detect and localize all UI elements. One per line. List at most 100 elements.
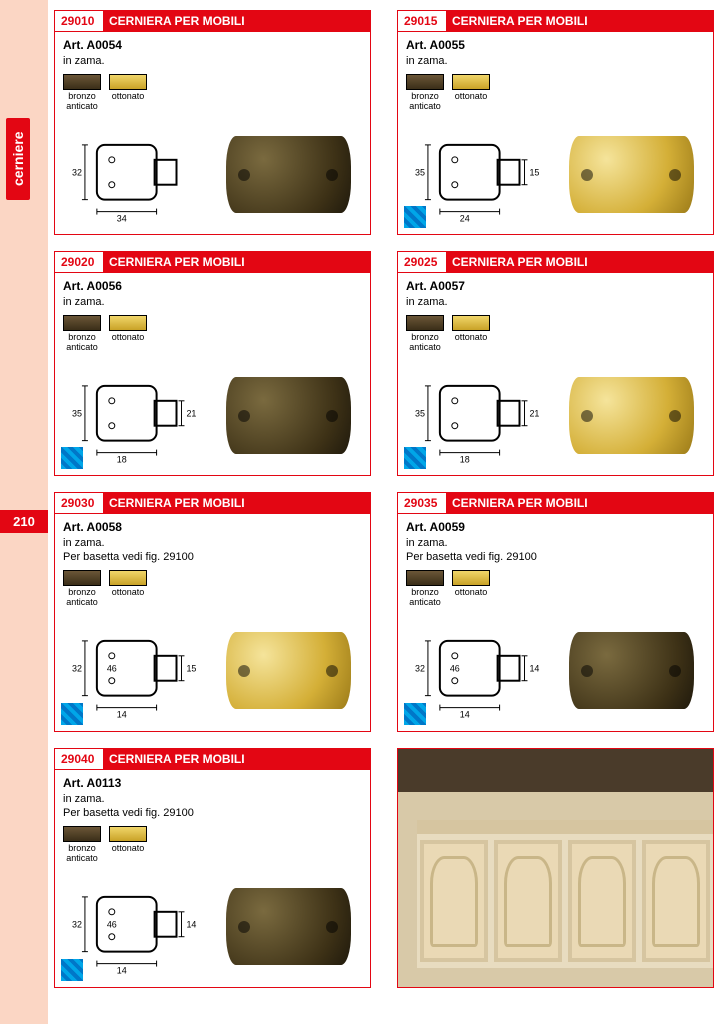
product-title: CERNIERA PER MOBILI xyxy=(103,252,370,273)
product-code: 29010 xyxy=(55,11,103,32)
swatch-gold xyxy=(452,315,490,331)
hinge-icon xyxy=(226,377,351,454)
product-title: CERNIERA PER MOBILI xyxy=(446,493,713,514)
svg-text:14: 14 xyxy=(117,710,127,720)
finish-label: ottonato xyxy=(109,588,147,598)
product-code: 29035 xyxy=(398,493,446,514)
finish-label: anticato xyxy=(63,854,101,864)
product-code: 29025 xyxy=(398,252,446,273)
card-body: Art. A0057 in zama. bronzoanticato otton… xyxy=(398,273,713,357)
product-title: CERNIERA PER MOBILI xyxy=(103,11,370,32)
finish-bronze: bronzoanticato xyxy=(406,570,444,608)
material: in zama. xyxy=(63,54,362,68)
blue-badge-icon xyxy=(404,447,426,469)
material: in zama. xyxy=(406,536,705,550)
cabinet-door xyxy=(642,840,710,962)
finish-gold: ottonato xyxy=(452,570,490,608)
card-body: Art. A0058 in zama. Per basetta vedi fig… xyxy=(55,514,370,612)
swatch-bronze xyxy=(63,826,101,842)
article-number: Art. A0058 xyxy=(63,520,362,536)
card-body: Art. A0054 in zama. bronzoanticato otton… xyxy=(55,32,370,116)
cabinet xyxy=(417,820,713,968)
product-card: 29025 CERNIERA PER MOBILI Art. A0057 in … xyxy=(397,251,714,476)
svg-text:24: 24 xyxy=(460,213,470,223)
blue-badge-icon xyxy=(404,206,426,228)
card-header: 29015 CERNIERA PER MOBILI xyxy=(398,11,713,32)
swatch-bronze xyxy=(63,74,101,90)
finish-label: ottonato xyxy=(109,92,147,102)
technical-diagram: 32 34 xyxy=(67,120,206,230)
finish-gold: ottonato xyxy=(109,570,147,608)
hinge-icon xyxy=(226,136,351,213)
card-header: 29020 CERNIERA PER MOBILI xyxy=(55,252,370,273)
svg-text:32: 32 xyxy=(72,920,82,930)
image-zone: 32 14 15 46 xyxy=(55,612,370,732)
cabinet-door xyxy=(420,840,488,962)
material: in zama. xyxy=(406,295,705,309)
product-card: 29020 CERNIERA PER MOBILI Art. A0056 in … xyxy=(54,251,371,476)
svg-text:18: 18 xyxy=(117,454,127,464)
svg-text:15: 15 xyxy=(187,664,197,674)
finish-label: ottonato xyxy=(109,844,147,854)
technical-diagram: 32 14 14 46 xyxy=(67,872,206,982)
product-code: 29015 xyxy=(398,11,446,32)
product-card: 29010 CERNIERA PER MOBILI Art. A0054 in … xyxy=(54,10,371,235)
finish-bronze: bronzoanticato xyxy=(63,826,101,864)
product-grid: 29010 CERNIERA PER MOBILI Art. A0054 in … xyxy=(54,10,714,988)
image-zone: 35 18 21 xyxy=(55,357,370,476)
card-body: Art. A0056 in zama. bronzoanticato otton… xyxy=(55,273,370,357)
finish-bronze: bronzoanticato xyxy=(63,570,101,608)
svg-text:32: 32 xyxy=(72,168,82,178)
svg-text:14: 14 xyxy=(460,710,470,720)
finish-label: anticato xyxy=(406,102,444,112)
hinge-icon xyxy=(569,377,694,454)
product-title: CERNIERA PER MOBILI xyxy=(103,749,370,770)
finish-bronze: bronzoanticato xyxy=(63,74,101,112)
blue-badge-icon xyxy=(61,447,83,469)
svg-text:21: 21 xyxy=(530,409,540,419)
svg-text:21: 21 xyxy=(187,409,197,419)
finishes: bronzoanticato ottonato xyxy=(63,315,362,353)
article-number: Art. A0054 xyxy=(63,38,362,54)
swatch-gold xyxy=(109,74,147,90)
product-title: CERNIERA PER MOBILI xyxy=(103,493,370,514)
product-card: 29040 CERNIERA PER MOBILI Art. A0113 in … xyxy=(54,748,371,988)
article-number: Art. A0113 xyxy=(63,776,362,792)
svg-text:14: 14 xyxy=(187,920,197,930)
image-zone: 32 34 xyxy=(55,116,370,235)
article-number: Art. A0059 xyxy=(406,520,705,536)
material: in zama. xyxy=(406,54,705,68)
material: in zama. xyxy=(63,536,362,550)
category-label: cerniere xyxy=(6,118,30,200)
product-photo xyxy=(562,120,701,230)
swatch-gold xyxy=(109,315,147,331)
cabinet-door xyxy=(568,840,636,962)
image-zone: 35 18 21 xyxy=(398,357,713,476)
hinge-icon xyxy=(569,632,694,709)
finish-label: anticato xyxy=(406,598,444,608)
finishes: bronzoanticato ottonato xyxy=(63,826,362,864)
technical-diagram: 35 18 21 xyxy=(410,361,549,471)
finishes: bronzoanticato ottonato xyxy=(406,315,705,353)
swatch-bronze xyxy=(406,570,444,586)
cabinet-door xyxy=(494,840,562,962)
product-title: CERNIERA PER MOBILI xyxy=(446,252,713,273)
blue-badge-icon xyxy=(61,959,83,981)
finishes: bronzoanticato ottonato xyxy=(406,570,705,608)
svg-text:18: 18 xyxy=(460,454,470,464)
svg-text:46: 46 xyxy=(450,664,460,674)
finish-bronze: bronzoanticato xyxy=(406,315,444,353)
card-body: Art. A0059 in zama. Per basetta vedi fig… xyxy=(398,514,713,612)
swatch-gold xyxy=(452,570,490,586)
product-code: 29030 xyxy=(55,493,103,514)
blue-badge-icon xyxy=(404,703,426,725)
product-photo xyxy=(219,361,358,471)
article-number: Art. A0055 xyxy=(406,38,705,54)
note: Per basetta vedi fig. 29100 xyxy=(63,550,362,564)
product-card: 29030 CERNIERA PER MOBILI Art. A0058 in … xyxy=(54,492,371,732)
card-header: 29040 CERNIERA PER MOBILI xyxy=(55,749,370,770)
product-title: CERNIERA PER MOBILI xyxy=(446,11,713,32)
product-photo xyxy=(562,616,701,726)
blue-badge-icon xyxy=(61,703,83,725)
swatch-bronze xyxy=(63,315,101,331)
